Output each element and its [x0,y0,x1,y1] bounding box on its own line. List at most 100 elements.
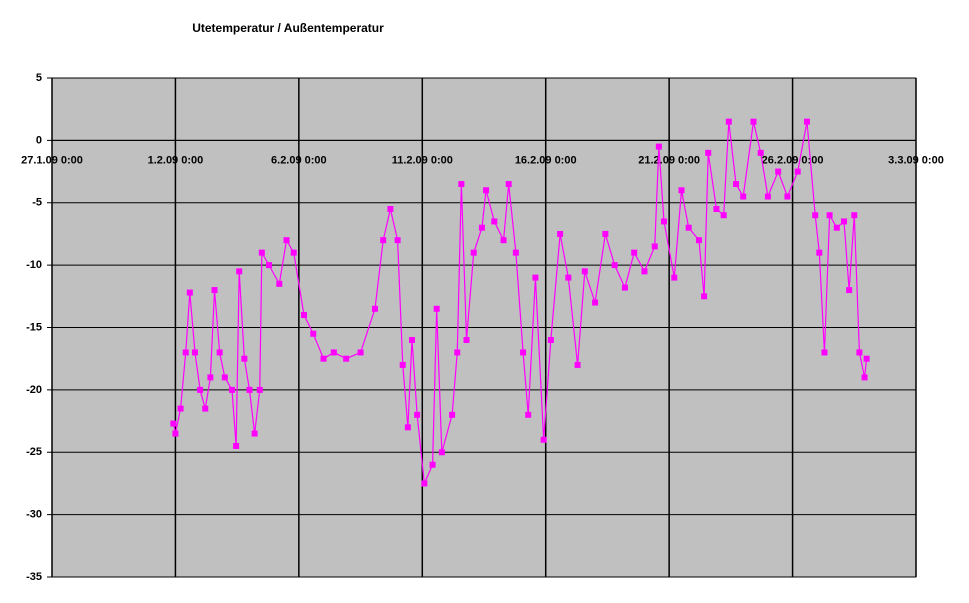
data-point [764,193,771,200]
x-tick-label: 26.2.09 0:00 [762,154,824,166]
data-point [701,293,708,300]
data-point [846,287,853,294]
data-point [685,224,692,231]
data-point [821,349,828,356]
data-point [429,461,436,468]
data-point [565,274,572,281]
data-point [592,299,599,306]
data-point [191,349,198,356]
data-point [207,374,214,381]
x-tick-label: 1.2.09 0:00 [148,154,204,166]
data-point [661,218,667,225]
data-point [449,411,456,418]
data-point [678,187,685,194]
data-point [525,411,532,418]
y-tick-label: -20 [26,384,42,396]
data-point [186,289,193,296]
y-tick-label: 0 [36,134,42,146]
data-point [671,274,678,281]
x-tick-label: 11.2.09 0:00 [392,154,453,166]
data-point [833,224,840,231]
data-point [651,243,658,250]
data-point [841,218,847,225]
data-point [276,280,283,287]
data-point [725,118,732,125]
data-point [483,187,490,194]
data-point [740,193,747,200]
data-point [512,249,519,256]
data-point [505,181,512,188]
data-point [454,349,461,356]
data-point [283,237,290,244]
data-point [251,430,258,437]
data-point [258,249,265,256]
data-point [856,349,863,356]
data-point [216,349,223,356]
data-point [421,480,428,487]
x-tick-label: 6.2.09 0:00 [271,154,327,166]
data-point [241,355,248,362]
data-point [861,374,868,381]
data-point [343,355,350,362]
data-point [409,336,415,343]
data-point [733,181,739,188]
data-point [655,143,662,150]
data-point [394,237,401,244]
data-point [371,305,378,312]
data-point [602,230,609,237]
data-point [812,212,819,219]
data-point [611,262,618,269]
data-point [863,355,870,362]
data-point [246,386,253,393]
data-point [491,218,498,225]
data-point [301,312,307,319]
data-point [470,249,477,256]
y-tick-label: -25 [26,446,42,458]
data-point [520,349,527,356]
data-point [557,230,564,237]
data-point [290,249,297,256]
data-point [794,168,801,175]
data-point [310,330,317,337]
data-point [621,284,628,291]
data-point [803,118,810,125]
data-point [197,386,204,393]
data-point [641,268,648,275]
data-point [784,193,791,200]
data-point [211,287,218,294]
data-point [463,336,470,343]
data-point [581,268,588,275]
data-point [170,420,177,427]
data-point [177,405,184,412]
data-point [399,361,406,368]
data-point [404,424,411,431]
data-point [720,212,727,219]
data-point [532,274,539,281]
data-point [320,355,327,362]
data-point [547,336,554,343]
data-point [713,205,720,212]
x-tick-label: 21.2.09 0:00 [638,154,700,166]
y-tick-label: -10 [26,259,42,271]
data-point [387,205,394,212]
data-point [705,149,712,156]
data-point [478,224,485,231]
data-point [380,237,387,244]
data-point [816,249,823,256]
y-tick-label: -5 [32,197,42,209]
data-point [266,262,273,269]
data-point [433,305,440,312]
data-point [233,443,240,450]
y-tick-label: -30 [26,509,42,521]
data-point [757,149,764,156]
y-tick-label: 5 [36,72,42,84]
y-tick-label: -15 [26,321,42,333]
data-point [826,212,833,219]
data-point [236,268,243,275]
data-point [500,237,507,244]
data-point [438,449,445,456]
data-point [631,249,638,256]
y-tick-label: -35 [26,571,42,583]
